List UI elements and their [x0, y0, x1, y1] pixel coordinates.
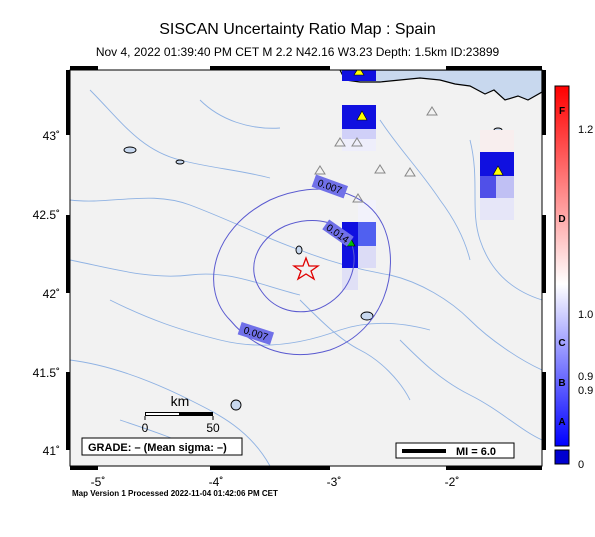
colorbar-value: 0: [578, 459, 584, 471]
y-tick-label: 41.5˚: [33, 366, 60, 380]
colorbar-value: 0.9: [578, 371, 593, 383]
lakes: [123, 127, 503, 411]
colorbar: F D C B A 1.2 1.0 0.9 0.9 0: [554, 85, 593, 471]
scale-unit: km: [171, 393, 190, 409]
map-version-footer: Map Version 1 Processed 2022-11-04 01:42…: [72, 489, 278, 498]
x-tick-label: -4˚: [209, 475, 224, 489]
mi-legend-box: [395, 442, 515, 459]
epicenter-star-icon: [291, 256, 321, 281]
grade-text: GRADE: – (Mean sigma: –): [88, 442, 227, 454]
scale-tick: 50: [206, 421, 220, 435]
colorbar-letter: B: [558, 378, 565, 389]
mi-legend-text: MI = 6.0: [456, 446, 496, 458]
map-title: SISCAN Uncertainty Ratio Map : Spain: [159, 21, 436, 38]
colorbar-letter: D: [558, 214, 565, 225]
scale-bar: km 0 50: [142, 393, 220, 435]
colorbar-letter: A: [558, 417, 565, 428]
uncertainty-cells: [342, 70, 514, 290]
grade-box: [81, 437, 243, 456]
y-tick-label: 42˚: [43, 287, 60, 301]
colorbar-value: 0.9: [578, 385, 593, 397]
axis-labels: -5˚ -4˚ -3˚ -2˚ 43˚ 42.5˚ 42˚ 41.5˚ 41˚: [33, 129, 460, 489]
active-station-markers: [344, 70, 504, 247]
y-tick-label: 41˚: [43, 444, 60, 458]
x-tick-label: -5˚: [91, 475, 106, 489]
colorbar-value: 1.0: [578, 309, 593, 321]
rivers: [70, 89, 542, 466]
scale-tick: 0: [142, 421, 149, 435]
colorbar-letter: C: [558, 338, 565, 349]
colorbar-value: 1.2: [578, 124, 593, 136]
y-tick-label: 42.5˚: [33, 208, 60, 222]
frame-ticks: [66, 66, 546, 470]
sea-coastline: [339, 70, 542, 101]
map-area: [70, 70, 542, 466]
colorbar-letter: F: [559, 106, 565, 117]
station-markers: [314, 106, 438, 203]
x-tick-label: -3˚: [327, 475, 342, 489]
mi-legend-line: [402, 449, 446, 453]
contour-labels: 0.007 0.014 0.007: [237, 174, 354, 345]
x-tick-label: -2˚: [445, 475, 460, 489]
y-tick-label: 43˚: [43, 129, 60, 143]
event-subtitle: Nov 4, 2022 01:39:40 PM CET M 2.2 N42.16…: [95, 45, 500, 59]
